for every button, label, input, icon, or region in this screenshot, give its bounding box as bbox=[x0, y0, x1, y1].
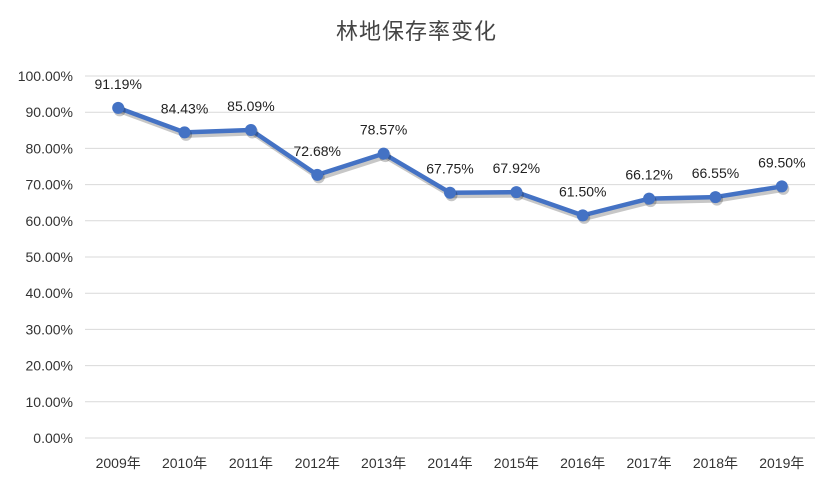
x-tick-label: 2010年 bbox=[162, 455, 207, 471]
x-tick-label: 2015年 bbox=[494, 455, 539, 471]
x-tick-label: 2009年 bbox=[96, 455, 141, 471]
data-label: 78.57% bbox=[360, 122, 407, 138]
data-point bbox=[244, 123, 257, 136]
data-label: 66.12% bbox=[625, 167, 672, 183]
data-label: 66.55% bbox=[692, 165, 739, 181]
x-tick-label: 2011年 bbox=[229, 455, 273, 471]
data-point bbox=[709, 191, 722, 204]
data-point bbox=[112, 101, 125, 114]
data-point bbox=[311, 168, 324, 181]
y-tick-label: 70.00% bbox=[26, 177, 73, 193]
data-label: 67.92% bbox=[493, 160, 540, 176]
data-label: 84.43% bbox=[161, 100, 208, 116]
data-label: 85.09% bbox=[227, 98, 274, 114]
data-label: 67.75% bbox=[426, 161, 473, 177]
chart-title: 林地保存率变化 bbox=[335, 20, 497, 45]
data-label: 91.19% bbox=[94, 76, 141, 92]
y-tick-label: 80.00% bbox=[26, 140, 73, 156]
data-point bbox=[377, 147, 390, 160]
y-tick-label: 40.00% bbox=[26, 285, 73, 301]
y-tick-label: 30.00% bbox=[26, 321, 73, 337]
y-tick-label: 90.00% bbox=[26, 104, 73, 120]
x-tick-label: 2017年 bbox=[627, 455, 672, 471]
x-tick-label: 2014年 bbox=[427, 455, 472, 471]
x-tick-label: 2012年 bbox=[295, 455, 340, 471]
y-tick-label: 10.00% bbox=[26, 394, 73, 410]
data-point bbox=[444, 186, 456, 199]
x-tick-label: 2016年 bbox=[560, 455, 605, 471]
data-point bbox=[643, 192, 656, 205]
data-label: 69.50% bbox=[758, 154, 805, 170]
y-tick-label: 0.00% bbox=[33, 430, 73, 446]
x-tick-label: 2013年 bbox=[361, 455, 406, 471]
y-tick-label: 60.00% bbox=[26, 213, 73, 229]
y-tick-label: 100.00% bbox=[18, 68, 73, 84]
data-label: 72.68% bbox=[294, 143, 341, 159]
x-tick-label: 2019年 bbox=[759, 455, 804, 471]
data-label: 61.50% bbox=[559, 183, 606, 199]
x-tick-label: 2018年 bbox=[693, 455, 738, 471]
y-tick-label: 20.00% bbox=[26, 358, 73, 374]
data-point bbox=[510, 186, 523, 199]
data-point bbox=[775, 180, 788, 193]
data-point bbox=[576, 209, 589, 222]
data-point bbox=[178, 126, 191, 139]
y-tick-label: 50.00% bbox=[26, 249, 73, 265]
